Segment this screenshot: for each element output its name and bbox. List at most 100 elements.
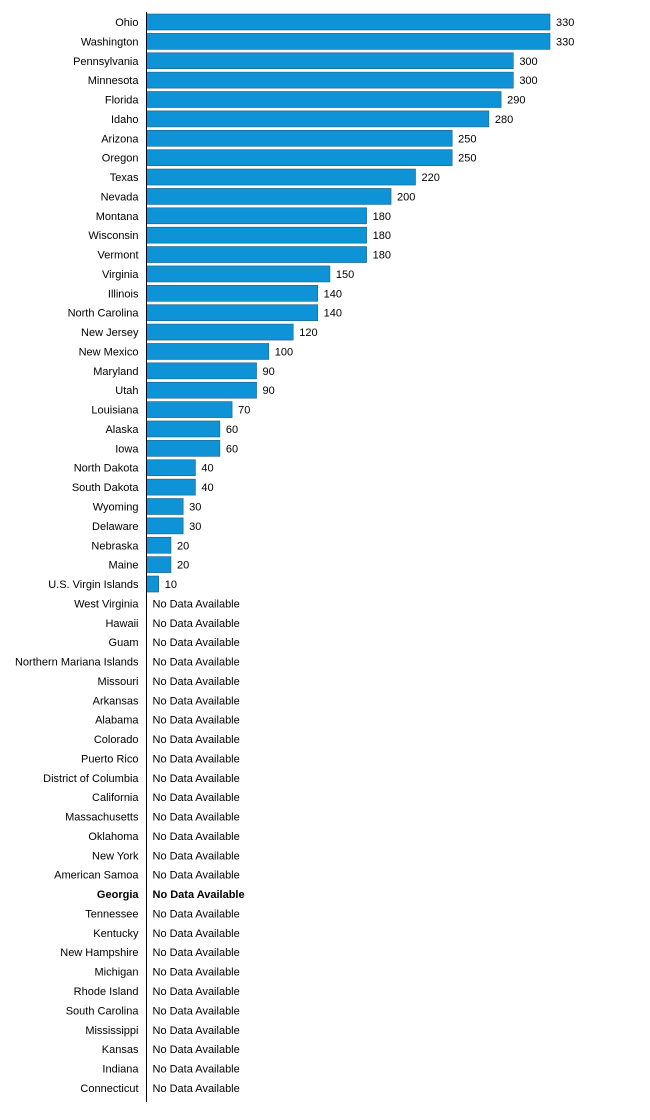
bar-u-s-virgin-islands [146, 575, 160, 593]
category-label-oregon: Oregon [102, 153, 139, 165]
category-label-missouri: Missouri [98, 676, 139, 688]
no-data-label-california: No Data Available [153, 792, 240, 804]
no-data-label-new-york: No Data Available [153, 850, 240, 862]
value-label-u-s-virgin-islands: 10 [165, 579, 177, 591]
category-label-west-virginia: West Virginia [74, 598, 139, 610]
category-label-pennsylvania: Pennsylvania [73, 56, 139, 68]
category-label-idaho: Idaho [111, 114, 139, 126]
bar-iowa [146, 440, 221, 457]
value-labels: 330 330 300 300 290 280 250 250 220 200 180 180 180 1… [153, 17, 575, 1095]
value-label-delaware: 30 [189, 521, 201, 533]
category-label-texas: Texas [110, 172, 139, 184]
no-data-label-colorado: No Data Available [153, 734, 240, 746]
category-label-minnesota: Minnesota [88, 75, 140, 87]
bar-florida [146, 91, 502, 108]
value-label-idaho: 280 [495, 114, 513, 126]
category-label-new-jersey: New Jersey [81, 327, 139, 339]
value-label-washington: 330 [556, 36, 574, 48]
category-label-south-carolina: South Carolina [66, 1005, 140, 1017]
category-label-arizona: Arizona [101, 133, 139, 145]
no-data-label-west-virginia: No Data Available [153, 598, 240, 610]
bar-minnesota [146, 71, 514, 89]
bar-nevada [146, 188, 392, 205]
no-data-label-american-samoa: No Data Available [153, 870, 240, 882]
bar-louisiana [146, 401, 233, 418]
category-label-arkansas: Arkansas [93, 695, 139, 707]
category-label-american-samoa: American Samoa [54, 870, 139, 882]
category-label-tennessee: Tennessee [85, 908, 138, 920]
value-label-nebraska: 20 [177, 540, 189, 552]
value-label-vermont: 180 [373, 250, 391, 262]
no-data-label-south-carolina: No Data Available [153, 1005, 240, 1017]
bar-utah [146, 381, 257, 399]
bar-alaska [146, 420, 221, 438]
category-label-connecticut: Connecticut [80, 1083, 138, 1095]
bar-virginia [146, 265, 331, 283]
no-data-label-georgia: No Data Available [153, 889, 245, 901]
category-label-ohio: Ohio [115, 17, 138, 29]
value-label-new-jersey: 120 [299, 327, 317, 339]
category-label-rhode-island: Rhode Island [74, 986, 139, 998]
value-label-arizona: 250 [458, 133, 476, 145]
category-label-delaware: Delaware [92, 521, 138, 533]
bar-delaware [146, 517, 184, 535]
category-labels: Ohio Washington Pennsylvania Minnesota Flori… [15, 17, 139, 1095]
no-data-label-puerto-rico: No Data Available [153, 753, 240, 765]
category-label-louisiana: Louisiana [91, 405, 139, 417]
value-label-oregon: 250 [458, 153, 476, 165]
value-label-illinois: 140 [324, 288, 342, 300]
bar-maine [146, 556, 172, 573]
value-label-utah: 90 [263, 385, 275, 397]
no-data-label-kentucky: No Data Available [153, 928, 240, 940]
category-label-new-mexico: New Mexico [79, 346, 139, 358]
no-data-label-new-hampshire: No Data Available [153, 947, 240, 959]
category-label-vermont: Vermont [98, 250, 139, 262]
bar-wisconsin [146, 226, 367, 244]
category-label-michigan: Michigan [94, 967, 138, 979]
category-label-oklahoma: Oklahoma [88, 831, 139, 843]
category-label-maryland: Maryland [93, 366, 138, 378]
category-label-alabama: Alabama [95, 715, 139, 727]
no-data-label-michigan: No Data Available [153, 967, 240, 979]
bar-vermont [146, 246, 367, 263]
value-label-nevada: 200 [397, 191, 415, 203]
category-label-hawaii: Hawaii [105, 618, 138, 630]
category-label-montana: Montana [96, 211, 140, 223]
bar-texas [146, 168, 416, 186]
category-label-illinois: Illinois [108, 288, 139, 300]
bar-new-jersey [146, 323, 294, 341]
category-label-washington: Washington [81, 36, 139, 48]
category-label-utah: Utah [115, 385, 138, 397]
bar-oregon [146, 149, 453, 166]
bar-washington [146, 33, 551, 50]
category-label-new-york: New York [92, 850, 139, 862]
value-label-texas: 220 [422, 172, 440, 184]
bar-maryland [146, 362, 257, 380]
no-data-label-kansas: No Data Available [153, 1044, 240, 1056]
value-label-wyoming: 30 [189, 502, 201, 514]
value-label-montana: 180 [373, 211, 391, 223]
category-label-kentucky: Kentucky [93, 928, 139, 940]
category-label-nebraska: Nebraska [91, 540, 139, 552]
bar-north-carolina [146, 304, 318, 322]
value-label-louisiana: 70 [238, 405, 250, 417]
value-label-pennsylvania: 300 [519, 56, 537, 68]
no-data-label-indiana: No Data Available [153, 1064, 240, 1076]
bar-ohio [146, 13, 551, 31]
bar-north-dakota [146, 459, 196, 477]
category-label-northern-mariana-islands: Northern Mariana Islands [15, 657, 139, 669]
bars-layer [146, 13, 551, 593]
value-label-alaska: 60 [226, 424, 238, 436]
value-label-new-mexico: 100 [275, 346, 293, 358]
value-label-minnesota: 300 [519, 75, 537, 87]
bar-illinois [146, 285, 318, 302]
no-data-label-missouri: No Data Available [153, 676, 240, 688]
no-data-label-alabama: No Data Available [153, 715, 240, 727]
bar-new-mexico [146, 343, 270, 360]
category-label-nevada: Nevada [101, 191, 140, 203]
no-data-label-guam: No Data Available [153, 637, 240, 649]
category-label-wyoming: Wyoming [93, 502, 139, 514]
category-label-puerto-rico: Puerto Rico [81, 753, 138, 765]
category-label-massachusetts: Massachusetts [65, 812, 139, 824]
category-label-california: California [92, 792, 139, 804]
